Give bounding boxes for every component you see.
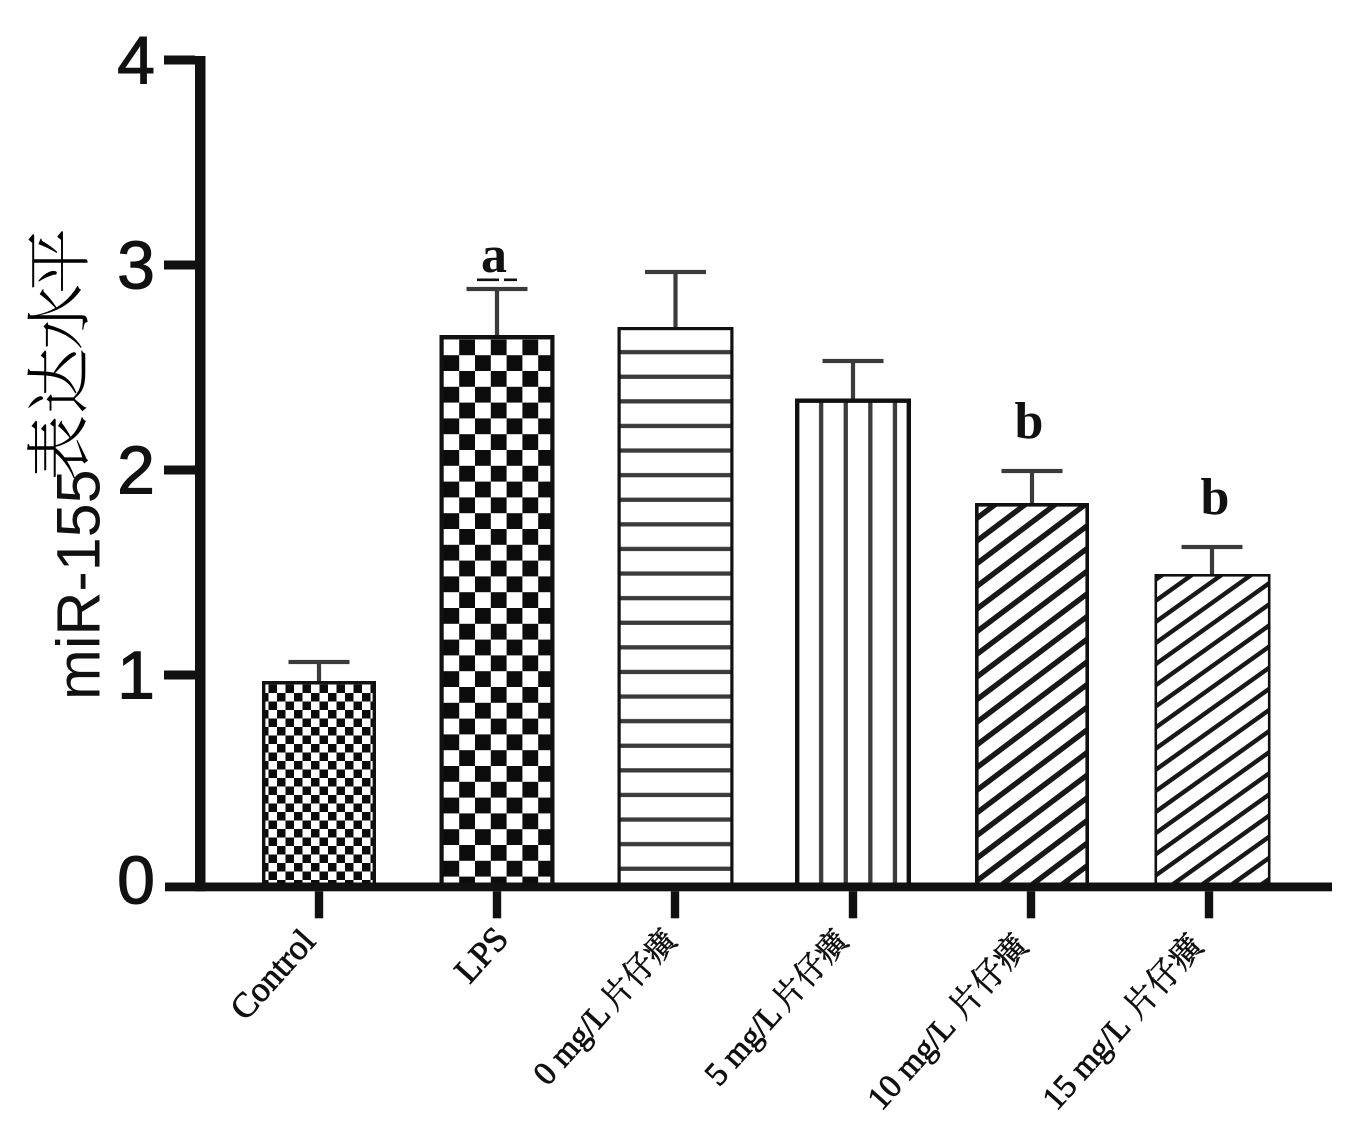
svg-text:3: 3 bbox=[117, 228, 155, 304]
svg-text:a: a bbox=[481, 227, 507, 284]
svg-text:miR-155: miR-155 bbox=[45, 469, 113, 700]
svg-text:4: 4 bbox=[117, 23, 155, 99]
svg-text:1: 1 bbox=[117, 638, 155, 714]
svg-text:b: b bbox=[1201, 469, 1230, 526]
svg-text:b: b bbox=[1015, 393, 1044, 450]
svg-text:2: 2 bbox=[117, 433, 155, 509]
svg-text:0: 0 bbox=[117, 843, 155, 919]
